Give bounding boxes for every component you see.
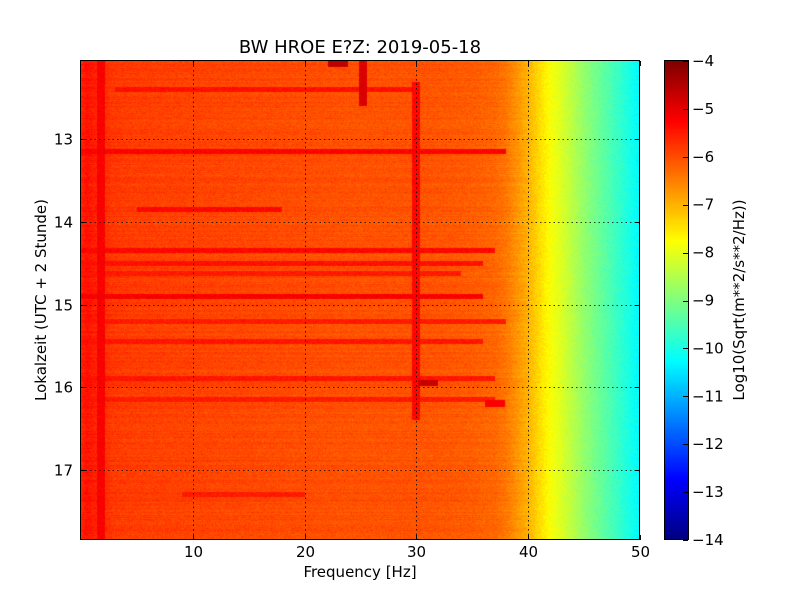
colorbar-tick-label: −11 xyxy=(692,387,724,405)
x-tick-label: 40 xyxy=(519,543,538,561)
colorbar-label: Log10(Sqrt(m**2/s**2/Hz)) xyxy=(730,199,748,400)
y-tick-label: 13 xyxy=(54,131,73,149)
heatmap-image xyxy=(81,61,640,540)
chart-title: BW HROE E?Z: 2019-05-18 xyxy=(239,37,481,58)
colorbar-tick-label: −4 xyxy=(692,52,714,70)
y-axis-label: Lokalzeit (UTC + 2 Stunde) xyxy=(32,199,50,401)
colorbar-tick-label: −8 xyxy=(692,244,714,262)
colorbar-tick-label: −5 xyxy=(692,100,714,118)
colorbar-tick-label: −14 xyxy=(692,531,724,549)
colorbar-frame xyxy=(664,60,689,540)
x-tick-label: 50 xyxy=(631,543,650,561)
x-tick-label: 30 xyxy=(407,543,426,561)
x-tick-label: 10 xyxy=(184,543,203,561)
colorbar-gradient xyxy=(665,61,688,540)
heatmap-area xyxy=(81,61,640,540)
colorbar-tick-label: −13 xyxy=(692,483,724,501)
grid-lines xyxy=(81,61,640,540)
y-tick-label: 17 xyxy=(54,462,73,480)
colorbar-tick-label: −9 xyxy=(692,292,714,310)
colorbar-tick-label: −12 xyxy=(692,435,724,453)
y-tick-label: 16 xyxy=(54,379,73,397)
colorbar-area xyxy=(665,61,688,540)
colorbar-tick-label: −7 xyxy=(692,196,714,214)
colorbar-tick-label: −6 xyxy=(692,148,714,166)
colorbar-ticks: −4 −5 −6 −7 −8 −9 −10 −11 −12 −13 −14 xyxy=(683,52,724,549)
colorbar-tick-label: −10 xyxy=(692,339,724,357)
y-tick-label: 15 xyxy=(54,297,73,315)
x-tick-label: 20 xyxy=(296,543,315,561)
x-axis-label: Frequency [Hz] xyxy=(303,563,416,581)
plot-frame xyxy=(80,60,640,540)
y-tick-label: 14 xyxy=(54,214,73,232)
axis-ticks: 10 20 30 40 50 13 14 15 16 17 xyxy=(54,61,650,561)
